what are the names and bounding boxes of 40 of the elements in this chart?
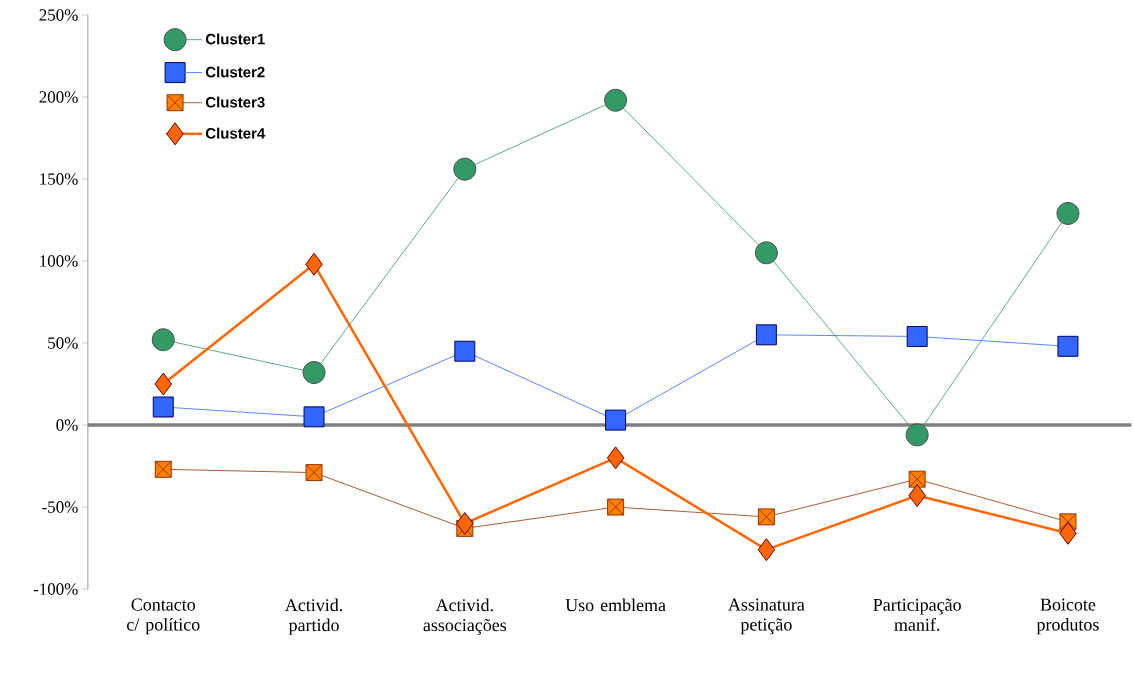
y-tick-label: -50% (42, 501, 78, 513)
y-tick-label: 250% (39, 9, 78, 21)
point (754, 241, 778, 265)
y-tick-label: -100% (33, 583, 78, 595)
y-tick-label: 150% (40, 173, 78, 185)
x-tick-label: Activid. partido (285, 598, 343, 635)
point (908, 484, 926, 508)
point (456, 512, 474, 535)
x-tick-label: Activid. associações (423, 598, 507, 635)
point (605, 409, 627, 431)
point (1059, 521, 1077, 545)
point (755, 324, 777, 346)
x-tick-label: Participação manif. (873, 598, 961, 631)
point (154, 372, 172, 396)
point (1056, 201, 1080, 225)
point (302, 361, 326, 385)
y-tick-label: 50% (48, 337, 78, 349)
point (454, 340, 476, 362)
x-tick-label: Assinatura petição (728, 598, 805, 635)
point (305, 252, 323, 276)
x-tick-label: Contacto c/ político (127, 598, 200, 635)
point (303, 406, 325, 428)
point (906, 326, 928, 347)
y-tick-label: 0% (56, 419, 78, 431)
point (757, 538, 776, 562)
point (604, 88, 628, 112)
point (453, 157, 477, 181)
y-tick-label: 100% (40, 255, 78, 267)
x-tick-label: Boicote produtos (1036, 598, 1099, 635)
point (905, 423, 929, 447)
point (1057, 335, 1079, 357)
legend-label: Cluster3 (205, 96, 265, 108)
point (152, 396, 174, 418)
x-tick-label: Uso emblema (565, 598, 666, 612)
point (606, 446, 625, 470)
legend-label: Cluster2 (205, 66, 265, 78)
point (151, 328, 175, 352)
legend-label: Cluster4 (205, 127, 266, 139)
y-tick-label: 200% (39, 91, 78, 103)
legend-label: Cluster1 (205, 33, 265, 45)
